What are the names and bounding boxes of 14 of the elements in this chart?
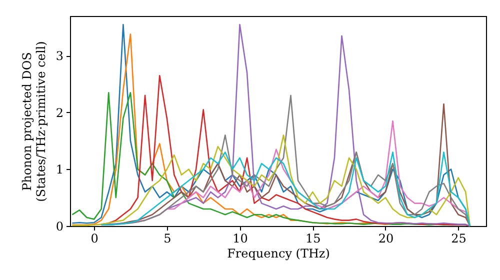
y-tick-label: 0 — [56, 220, 64, 234]
x-tick-label: 20 — [378, 232, 394, 246]
y-tick-label: 2 — [56, 106, 64, 120]
y-tick-label: 3 — [56, 49, 64, 64]
x-tick-label: 25 — [451, 232, 466, 246]
x-tick-label: 10 — [232, 232, 248, 246]
line-series — [72, 134, 471, 227]
x-tick-label: 5 — [164, 232, 172, 246]
x-axis-title: Frequency (THz) — [227, 246, 330, 260]
y-tick-label: 1 — [56, 162, 64, 177]
line-series — [100, 152, 471, 227]
x-tick-label: 0 — [90, 232, 98, 246]
y-axis-title: Phonon projected DOS (States/THz·primitive cell) — [20, 41, 48, 202]
x-tick-label: 15 — [305, 232, 321, 246]
